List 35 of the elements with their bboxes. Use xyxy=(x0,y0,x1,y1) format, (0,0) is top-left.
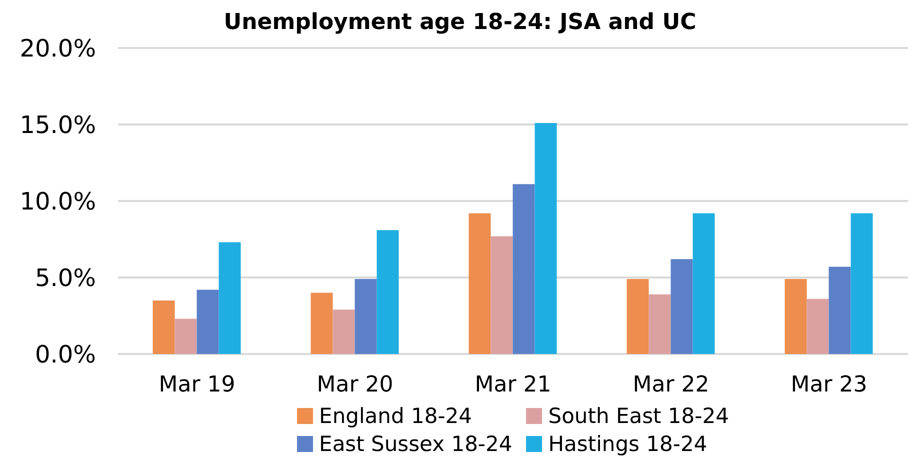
bar xyxy=(806,298,829,354)
x-tick-label: Mar 21 xyxy=(474,372,552,398)
bar xyxy=(490,236,513,354)
bar xyxy=(196,290,219,354)
y-tick-label: 10.0% xyxy=(20,188,96,216)
bar xyxy=(828,266,851,354)
bar xyxy=(354,279,377,354)
bar xyxy=(512,184,535,354)
chart-title: Unemployment age 18-24: JSA and UC xyxy=(224,10,696,35)
x-tick-label: Mar 20 xyxy=(316,372,394,398)
bar xyxy=(670,259,693,354)
y-tick-label: 0.0% xyxy=(35,340,96,369)
legend-label: South East 18-24 xyxy=(548,404,729,428)
bar xyxy=(376,230,399,354)
bar xyxy=(218,242,241,354)
bar xyxy=(626,279,649,354)
legend-label: East Sussex 18-24 xyxy=(319,432,512,456)
bar xyxy=(784,279,807,354)
y-tick-label: 20.0% xyxy=(20,34,96,63)
bar xyxy=(310,292,333,354)
x-tick-label: Mar 19 xyxy=(158,372,236,398)
bar xyxy=(152,300,175,354)
bar xyxy=(850,213,873,354)
x-tick-label: Mar 23 xyxy=(790,372,868,398)
legend-label: Hastings 18-24 xyxy=(548,432,708,456)
y-tick-label: 15.0% xyxy=(20,111,96,140)
bar xyxy=(534,122,557,354)
bar xyxy=(648,294,671,354)
bar xyxy=(692,213,715,354)
x-tick-label: Mar 22 xyxy=(632,372,710,398)
y-tick-label: 5.0% xyxy=(35,264,96,292)
bar xyxy=(174,318,197,354)
bar xyxy=(468,213,491,354)
bar xyxy=(332,310,355,354)
legend-label: England 18-24 xyxy=(319,404,472,428)
